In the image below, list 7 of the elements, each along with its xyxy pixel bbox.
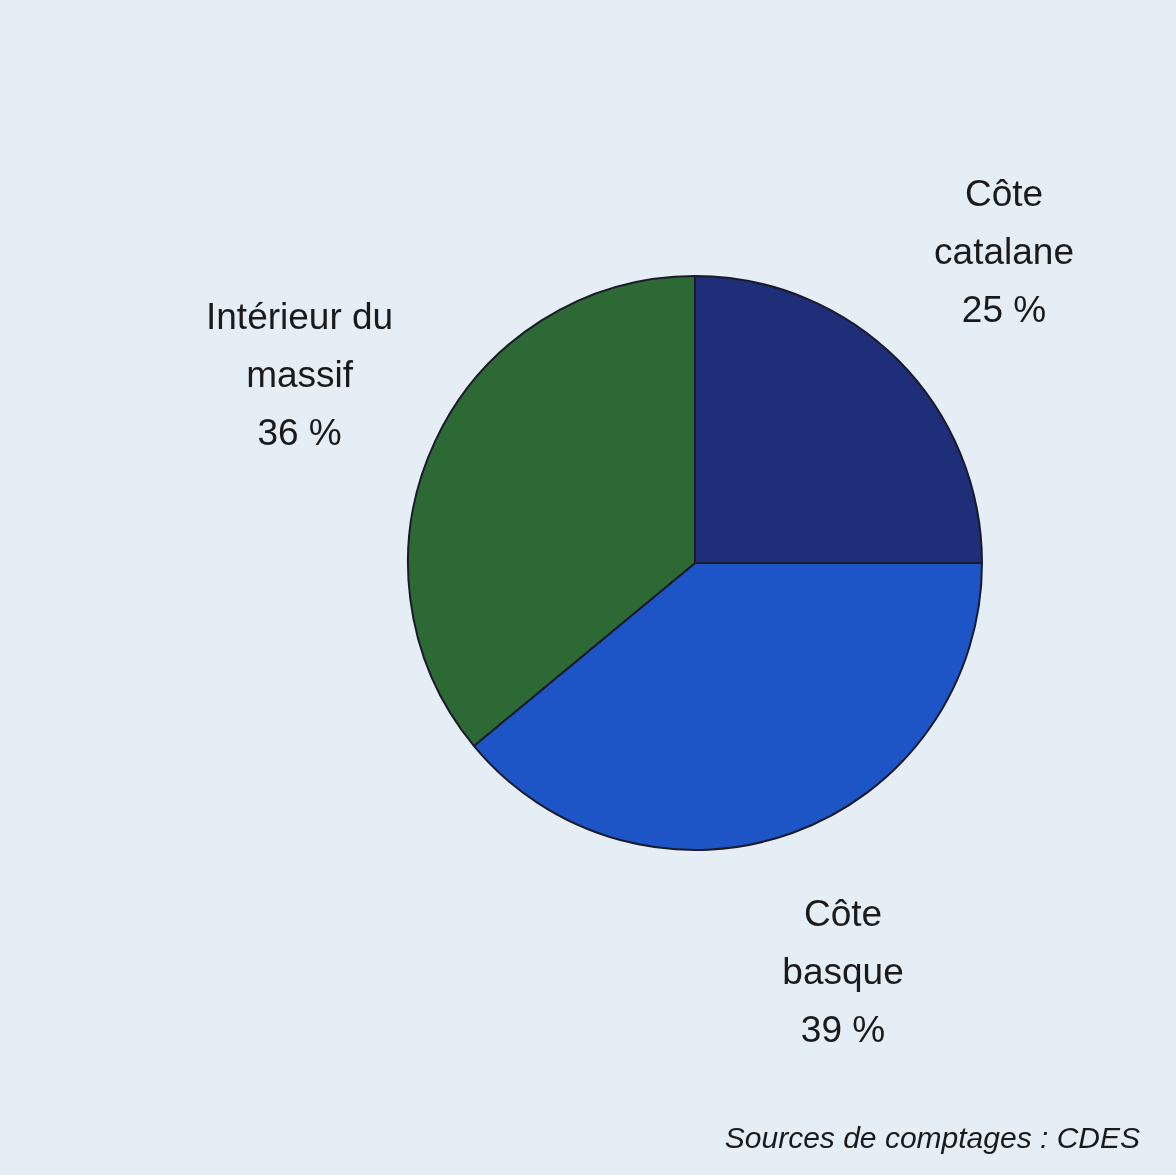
slice-label: Côte basque [782,893,904,993]
data-label: 36 % [257,412,342,454]
source-note: Sources de comptages : CDES [724,1121,1140,1155]
slice-label: Intérieur du massif [206,296,394,396]
data-label: 25 % [961,289,1047,331]
data-label: 39 % [800,1009,886,1051]
slice-label: Côte catalane [934,173,1074,273]
